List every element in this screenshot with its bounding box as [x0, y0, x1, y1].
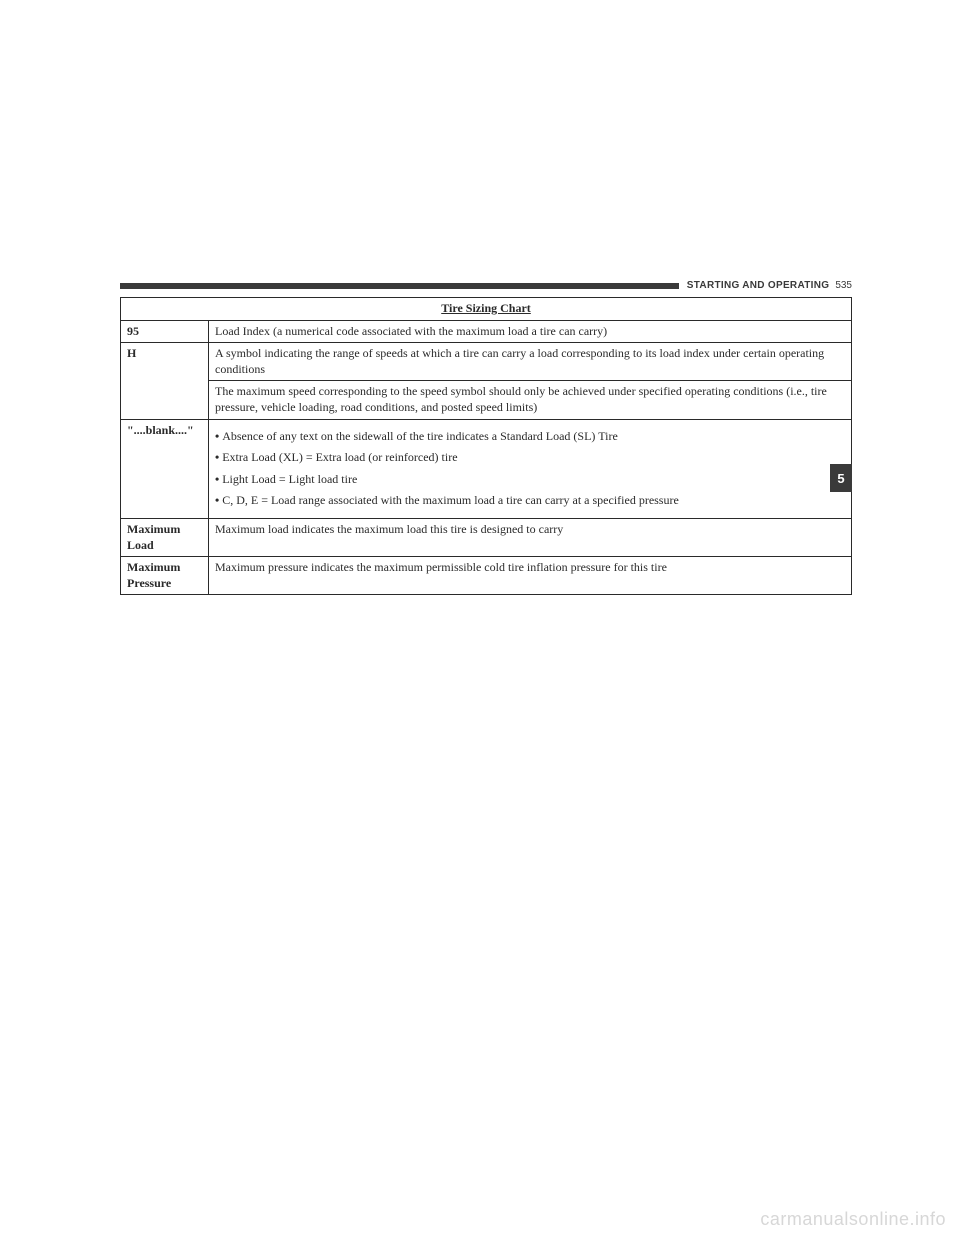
list-item: Extra Load (XL) = Extra load (or reinfor… [215, 450, 845, 466]
section-tab: 5 [830, 464, 852, 492]
row-label: H [121, 343, 209, 419]
row-label: Maximum Pressure [121, 557, 209, 595]
row-label: 95 [121, 320, 209, 343]
list-item: C, D, E = Load range associated with the… [215, 493, 845, 509]
row-content: Maximum pressure indicates the maximum p… [209, 557, 852, 595]
watermark: carmanualsonline.info [760, 1209, 946, 1230]
page-number: 535 [829, 280, 852, 291]
table-row: Maximum Load Maximum load indicates the … [121, 518, 852, 556]
header-rule [120, 283, 679, 289]
section-title: STARTING AND OPERATING [679, 280, 830, 291]
table-row: "....blank...." Absence of any text on t… [121, 419, 852, 518]
row-content: Load Index (a numerical code associated … [209, 320, 852, 343]
row-content: The maximum speed corresponding to the s… [209, 381, 852, 419]
table-row: 95 Load Index (a numerical code associat… [121, 320, 852, 343]
row-content: Absence of any text on the sidewall of t… [209, 419, 852, 518]
list-item: Absence of any text on the sidewall of t… [215, 429, 845, 445]
page-header: STARTING AND OPERATING 535 [120, 280, 852, 291]
row-content: A symbol indicating the range of speeds … [209, 343, 852, 381]
bullet-list: Absence of any text on the sidewall of t… [215, 429, 845, 509]
page-content: STARTING AND OPERATING 535 Tire Sizing C… [120, 280, 852, 595]
table-title-row: Tire Sizing Chart [121, 298, 852, 321]
table-row: Maximum Pressure Maximum pressure indica… [121, 557, 852, 595]
row-content: Maximum load indicates the maximum load … [209, 518, 852, 556]
table-row: H A symbol indicating the range of speed… [121, 343, 852, 381]
row-label: Maximum Load [121, 518, 209, 556]
row-label: "....blank...." [121, 419, 209, 518]
tire-sizing-table: Tire Sizing Chart 95 Load Index (a numer… [120, 297, 852, 595]
table-title: Tire Sizing Chart [121, 298, 852, 321]
list-item: Light Load = Light load tire [215, 472, 845, 488]
table-row: The maximum speed corresponding to the s… [121, 381, 852, 419]
